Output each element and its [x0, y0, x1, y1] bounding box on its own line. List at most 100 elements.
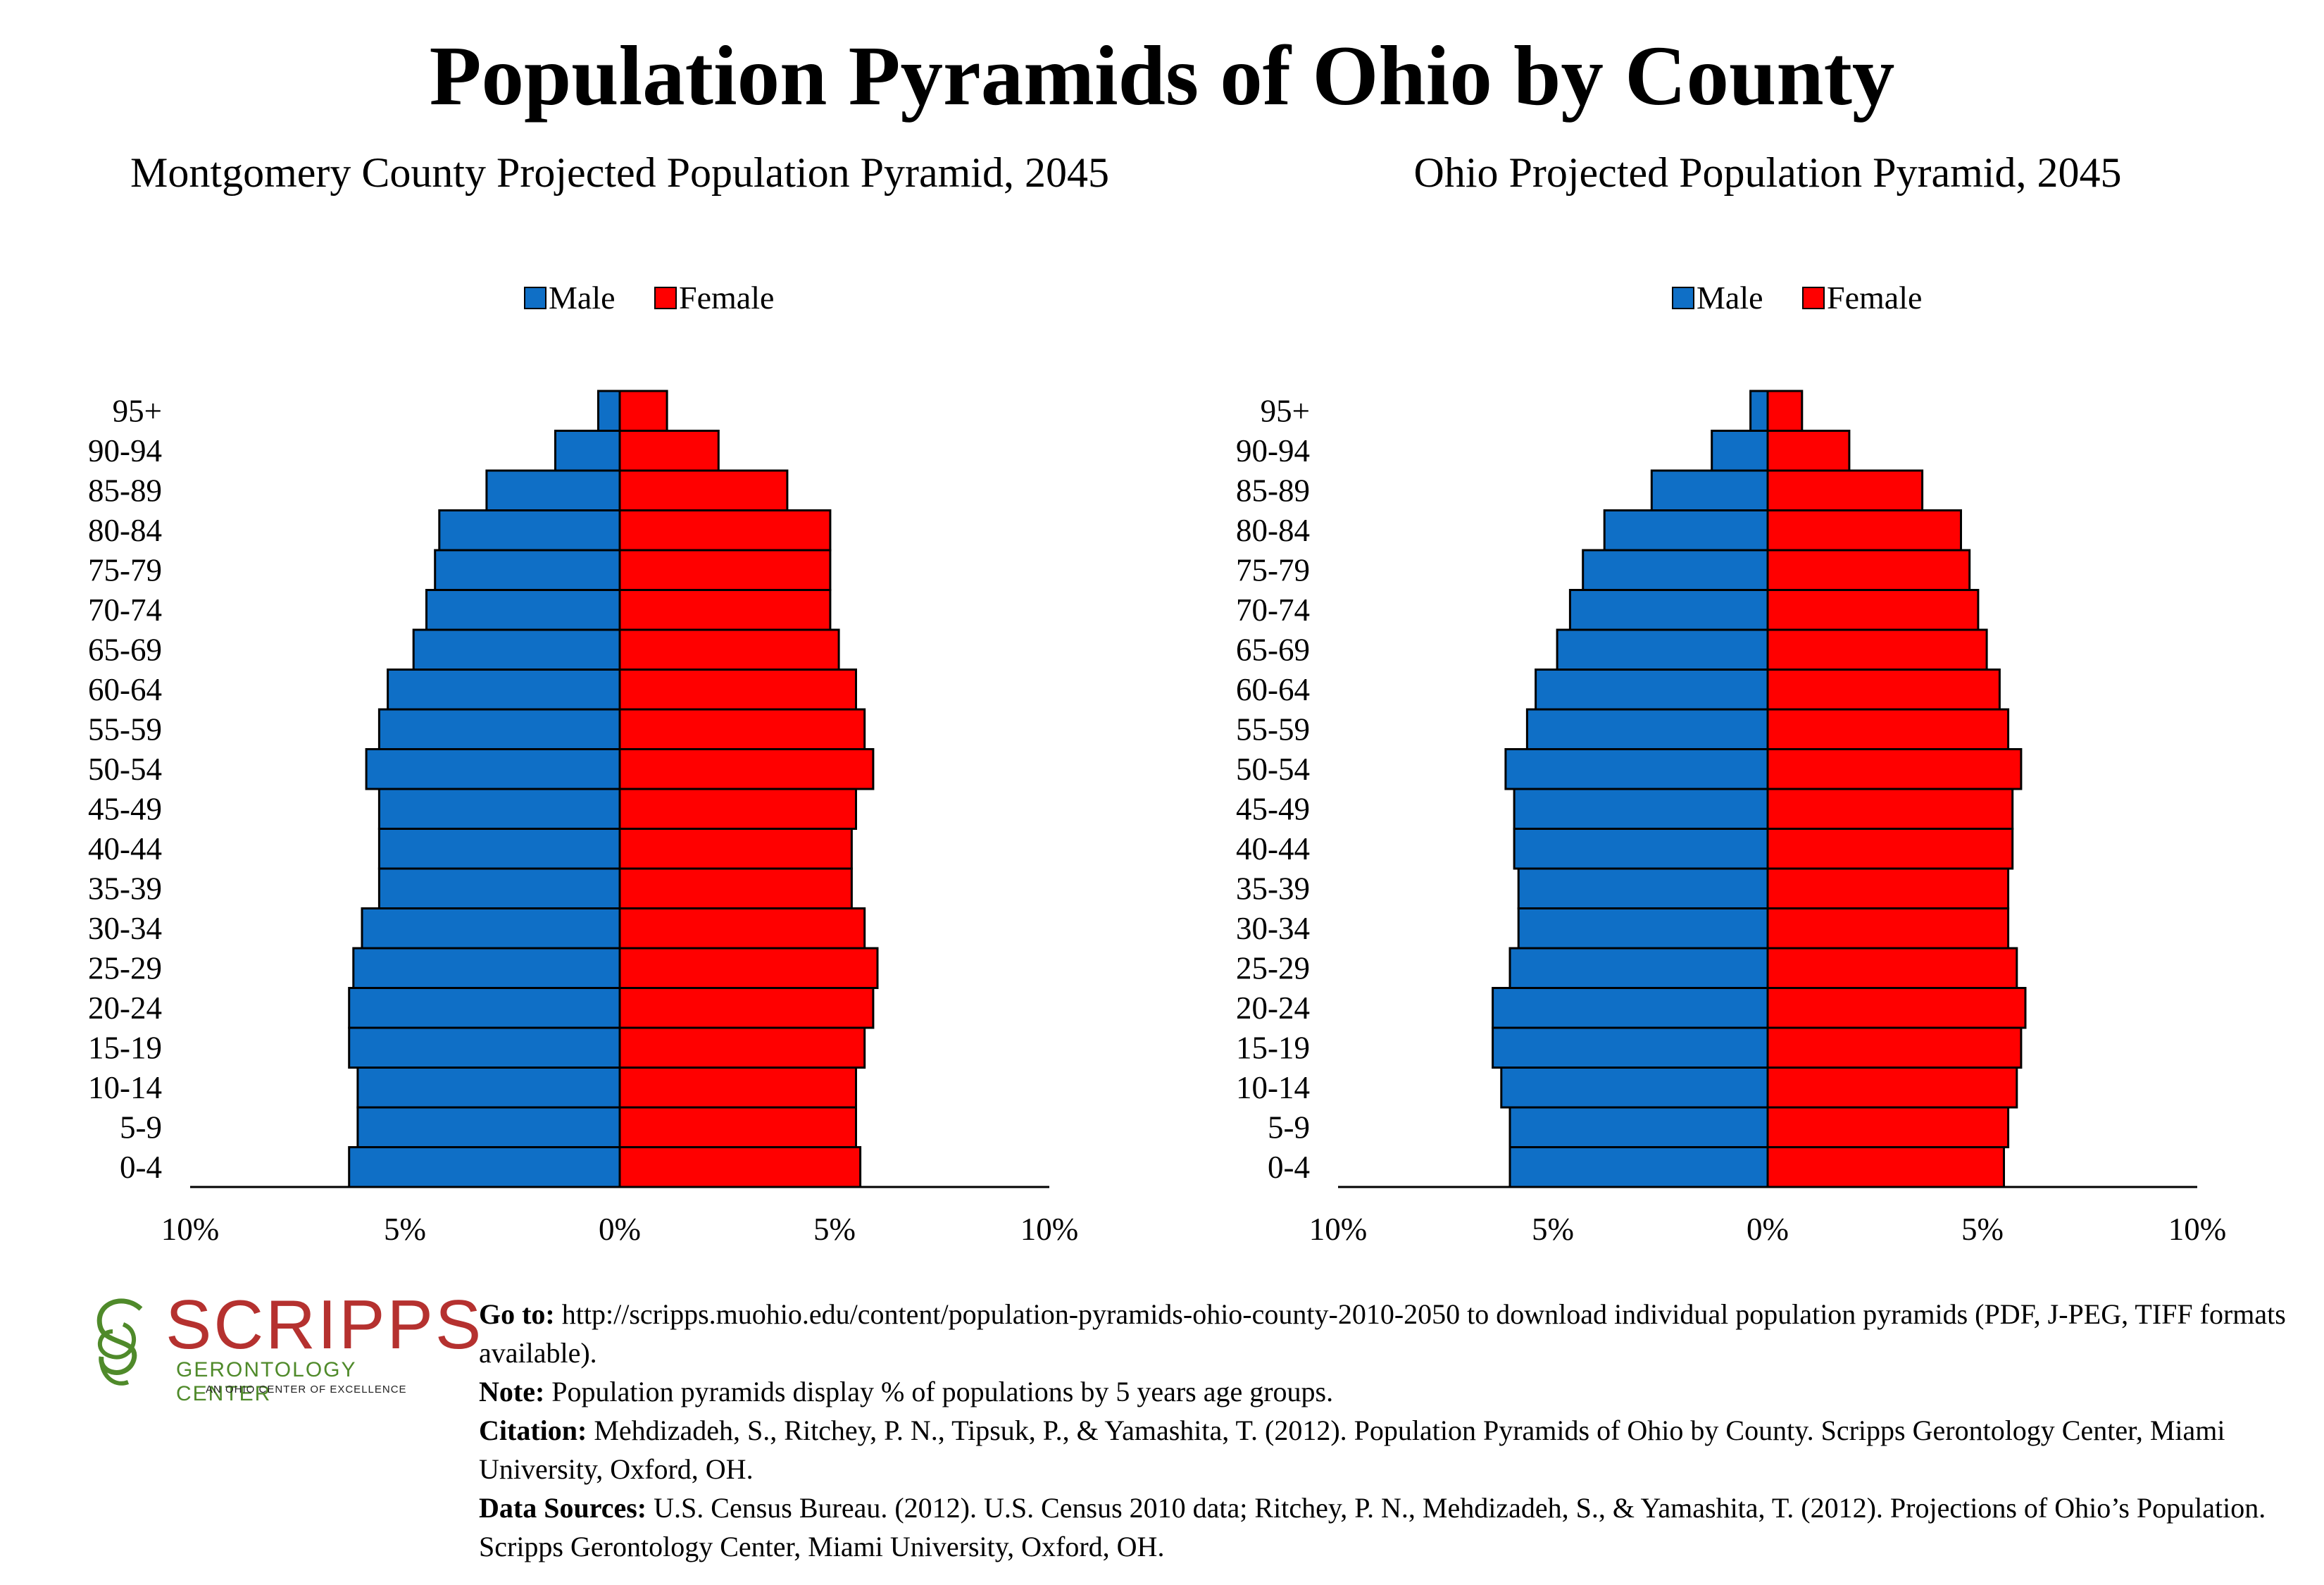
bar-male [485, 469, 621, 511]
bar-male [1513, 828, 1769, 870]
logo-wordmark: SCRIPPS [165, 1286, 484, 1363]
bar-male [356, 1067, 621, 1109]
x-tick-label: 0% [599, 1212, 641, 1247]
bar-male [1749, 390, 1769, 432]
bar-male [1508, 1106, 1769, 1148]
logo-subtitle: GERONTOLOGY CENTER [176, 1358, 356, 1405]
bar-male [356, 1106, 621, 1148]
category-label: 80-84 [88, 513, 162, 548]
bar-female [1766, 708, 2010, 750]
note-note: Note: Population pyramids display % of p… [479, 1372, 2310, 1411]
note-text: U.S. Census Bureau. (2012). U.S. Census … [479, 1492, 2266, 1562]
bar-female [618, 748, 875, 790]
x-tick-label: 5% [1532, 1212, 1574, 1247]
bar-female [618, 867, 853, 909]
category-label: 0-4 [1268, 1150, 1310, 1185]
bar-male [1711, 430, 1769, 472]
bar-male [1508, 1146, 1769, 1188]
bar-male [377, 867, 621, 909]
scripps-logo: SCRIPPS GERONTOLOGY CENTER AN OHIO CENTE… [85, 1289, 481, 1405]
bar-male [348, 987, 621, 1029]
bar-male [434, 549, 621, 591]
bar-female [618, 549, 832, 591]
note-text: http://scripps.muohio.edu/content/popula… [479, 1298, 2286, 1369]
bar-male [425, 589, 621, 631]
bar-female [1766, 1026, 2023, 1069]
note-goto: Go to: http://scripps.muohio.edu/content… [479, 1295, 2310, 1372]
legend-label-female: Female [1827, 280, 1922, 316]
category-label: 60-64 [1236, 672, 1310, 707]
bar-female [618, 1067, 857, 1109]
footer-notes: Go to: http://scripps.muohio.edu/content… [479, 1295, 2310, 1566]
legend: Male Female [1672, 280, 1922, 316]
category-label: 55-59 [1236, 711, 1310, 747]
bar-male [412, 628, 621, 671]
x-tick-label: 5% [813, 1212, 856, 1247]
x-tick-label: 0% [1747, 1212, 1789, 1247]
legend-swatch-female [1802, 287, 1825, 309]
bar-female [1766, 390, 1804, 432]
bar-female [618, 469, 789, 511]
category-label: 85-89 [1236, 473, 1310, 508]
bar-male [1568, 589, 1769, 631]
legend-label-male: Male [1697, 280, 1763, 316]
bar-male [597, 390, 621, 432]
bar-female [618, 509, 832, 552]
category-label: 70-74 [1236, 592, 1310, 628]
note-label: Citation: [479, 1415, 587, 1446]
bar-male [1508, 947, 1769, 989]
bar-male [1500, 1067, 1769, 1109]
x-tick-label: 5% [1961, 1212, 2004, 1247]
category-label: 65-69 [88, 632, 162, 667]
category-label: 90-94 [88, 433, 162, 468]
bar-female [1766, 628, 1988, 671]
note-data-sources: Data Sources: U.S. Census Bureau. (2012)… [479, 1488, 2310, 1566]
category-label: 5-9 [120, 1110, 162, 1145]
bar-female [618, 987, 875, 1029]
bar-male [1492, 987, 1769, 1029]
category-label: 75-79 [1236, 552, 1310, 588]
bar-female [618, 390, 668, 432]
pyramid-chart-montgomery: Montgomery County Projected Population P… [88, 149, 1109, 1247]
category-label: 20-24 [88, 990, 162, 1026]
bar-male [1504, 748, 1769, 790]
bar-male [1513, 788, 1769, 830]
category-label: 30-34 [88, 911, 162, 946]
bar-male [352, 947, 621, 989]
bar-male [1517, 907, 1769, 950]
bar-female [1766, 1106, 2010, 1148]
category-label: 20-24 [1236, 990, 1310, 1026]
bar-male [1582, 549, 1769, 591]
category-label: 25-29 [88, 950, 162, 986]
note-label: Go to: [479, 1298, 555, 1330]
bar-female [1766, 788, 2014, 830]
category-label: 5-9 [1268, 1110, 1310, 1145]
category-label: 80-84 [1236, 513, 1310, 548]
bar-female [1766, 987, 2027, 1029]
category-label: 75-79 [88, 552, 162, 588]
bar-female [618, 907, 866, 950]
bar-male [377, 788, 621, 830]
bar-male [1650, 469, 1769, 511]
bar-male [1525, 708, 1769, 750]
category-label: 15-19 [88, 1030, 162, 1065]
bar-male [554, 430, 621, 472]
bar-male [365, 748, 621, 790]
legend-swatch-male [524, 287, 546, 309]
scripps-swirl-icon [96, 1298, 143, 1386]
bar-female [1766, 867, 2010, 909]
chart-panel-montgomery: Montgomery County Projected Population P… [49, 141, 1190, 1268]
bar-female [618, 1026, 866, 1069]
category-label: 40-44 [88, 831, 162, 866]
category-label: 50-54 [1236, 752, 1310, 787]
note-label: Data Sources: [479, 1492, 647, 1524]
bar-female [1766, 430, 1851, 472]
legend-label-female: Female [679, 280, 774, 316]
bar-female [1766, 469, 1924, 511]
category-label: 95+ [113, 393, 162, 428]
bar-male [1517, 867, 1769, 909]
bar-female [618, 430, 720, 472]
bar-female [1766, 947, 2018, 989]
category-label: 35-39 [88, 871, 162, 906]
category-label: 55-59 [88, 711, 162, 747]
